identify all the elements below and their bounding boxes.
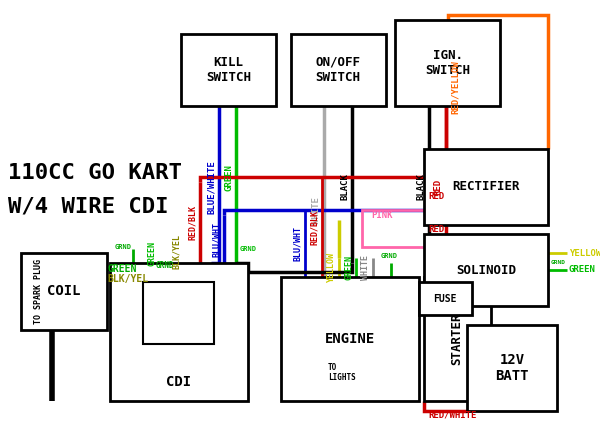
Text: BLACK: BLACK xyxy=(340,173,349,200)
Text: GREEN: GREEN xyxy=(224,164,233,191)
Text: BLU/WHT: BLU/WHT xyxy=(212,222,221,257)
Text: RED: RED xyxy=(428,192,445,201)
Text: BLACK: BLACK xyxy=(416,173,425,200)
Text: GREEN: GREEN xyxy=(148,241,157,266)
Text: GRND: GRND xyxy=(381,253,398,259)
Text: TO SPARK PLUG: TO SPARK PLUG xyxy=(34,259,43,324)
Text: BLUE/WHITE: BLUE/WHITE xyxy=(207,160,216,213)
Text: GREEN: GREEN xyxy=(107,264,137,274)
Text: RECTIFIER: RECTIFIER xyxy=(452,180,520,193)
Bar xyxy=(424,149,548,225)
Text: RED: RED xyxy=(428,225,445,234)
Bar xyxy=(419,282,472,315)
Text: WHITE: WHITE xyxy=(312,197,321,224)
Text: GREEN: GREEN xyxy=(569,265,596,274)
Text: GRND: GRND xyxy=(551,260,566,265)
Text: RED/BLK: RED/BLK xyxy=(188,205,197,240)
Text: GRND: GRND xyxy=(240,246,257,252)
Text: IGN.
SWITCH: IGN. SWITCH xyxy=(425,49,470,77)
Bar xyxy=(181,34,276,106)
Bar xyxy=(395,20,500,106)
Text: YELLOW: YELLOW xyxy=(569,249,600,258)
Text: RED: RED xyxy=(434,179,443,195)
Text: 12V
BATT: 12V BATT xyxy=(495,352,529,383)
Bar xyxy=(424,277,491,401)
Bar xyxy=(110,263,248,401)
Text: BLK/YEL: BLK/YEL xyxy=(107,274,149,284)
Text: RED/BLK: RED/BLK xyxy=(310,210,319,245)
Text: 110CC GO KART: 110CC GO KART xyxy=(8,163,181,183)
Text: TO
LIGHTS: TO LIGHTS xyxy=(328,363,355,382)
Text: BLK/YEL: BLK/YEL xyxy=(172,234,181,269)
Text: RED/WHITE: RED/WHITE xyxy=(428,411,477,420)
Text: ON/OFF
SWITCH: ON/OFF SWITCH xyxy=(316,56,361,84)
Bar xyxy=(281,277,419,401)
Bar xyxy=(21,253,107,330)
Text: PINK: PINK xyxy=(371,211,393,220)
Text: YELLOW: YELLOW xyxy=(327,253,336,282)
Text: STARTER: STARTER xyxy=(451,313,464,365)
Text: GRND: GRND xyxy=(115,244,131,249)
Text: CDI: CDI xyxy=(166,375,191,389)
Text: WHITE: WHITE xyxy=(361,255,370,280)
Text: KILL
SWITCH: KILL SWITCH xyxy=(206,56,251,84)
Text: BLU/WHT: BLU/WHT xyxy=(293,226,302,261)
Text: RED/YELLOW: RED/YELLOW xyxy=(451,60,460,114)
Text: GRND: GRND xyxy=(155,261,174,270)
Text: FUSE: FUSE xyxy=(434,293,457,304)
Text: SOLINOID: SOLINOID xyxy=(456,264,516,276)
Bar xyxy=(143,282,214,344)
Text: COIL: COIL xyxy=(47,284,80,298)
Bar xyxy=(424,234,548,306)
Text: GREEN: GREEN xyxy=(344,255,353,280)
Text: ENGINE: ENGINE xyxy=(325,332,375,346)
Bar xyxy=(467,325,557,411)
Text: W/4 WIRE CDI: W/4 WIRE CDI xyxy=(8,196,168,216)
Bar xyxy=(290,34,386,106)
